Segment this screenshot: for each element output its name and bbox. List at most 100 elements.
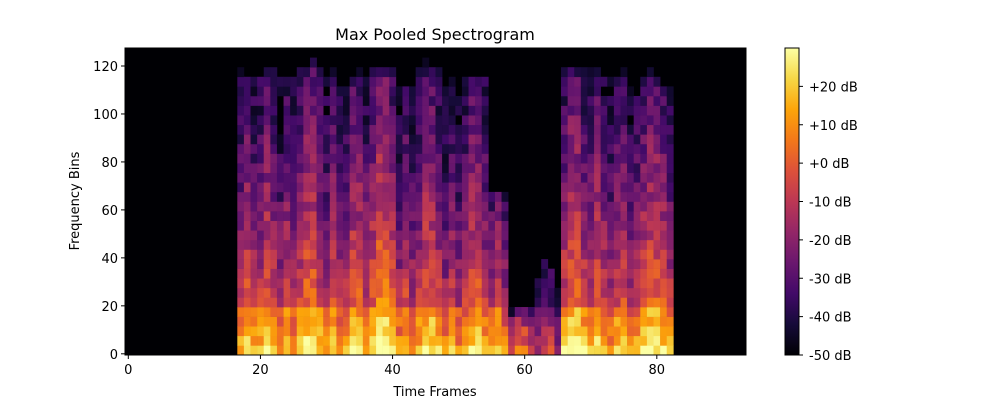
heatmap-cell (607, 335, 615, 346)
heatmap-cell (494, 259, 502, 269)
heatmap-cell (409, 268, 416, 279)
heatmap-cell (660, 191, 668, 202)
heatmap-cell (290, 153, 298, 164)
heatmap-cell (243, 230, 251, 241)
heatmap-cell (561, 220, 568, 231)
heatmap-cell (290, 124, 298, 135)
heatmap-cell (666, 239, 674, 250)
heatmap-cell (329, 124, 337, 135)
heatmap-cell (369, 124, 377, 135)
heatmap-cell (541, 278, 549, 289)
heatmap-cell (382, 143, 390, 154)
heatmap-cell (237, 67, 245, 78)
heatmap-cell (428, 143, 436, 154)
heatmap-cell (382, 249, 390, 260)
heatmap-cell (488, 220, 496, 231)
heatmap-cell (455, 95, 463, 106)
heatmap-cell (660, 287, 668, 298)
heatmap-cell (356, 76, 364, 87)
heatmap-cell (613, 124, 621, 135)
heatmap-cell (580, 220, 588, 231)
heatmap-cell (316, 182, 324, 193)
heatmap-cell (501, 220, 509, 231)
colorbar-ticks: -50 dB-40 dB-30 dB-20 dB-10 dB+0 dB+10 d… (799, 80, 858, 364)
heatmap-cell (587, 249, 595, 260)
heatmap-cell (343, 259, 350, 269)
heatmap-cell (468, 172, 476, 183)
heatmap-cell (468, 345, 476, 355)
heatmap-cell (336, 297, 344, 308)
heatmap-cell (243, 182, 251, 193)
heatmap-cell (633, 172, 641, 183)
heatmap-cell (402, 211, 410, 221)
heatmap-cell (303, 134, 311, 145)
heatmap-cell (356, 143, 364, 154)
heatmap-cell (613, 86, 621, 97)
heatmap-cell (402, 345, 410, 355)
heatmap-cell (309, 249, 317, 260)
heatmap-cell (481, 201, 489, 212)
heatmap-cell (323, 259, 331, 269)
heatmap-cell (660, 268, 668, 279)
heatmap-cell (237, 230, 245, 241)
heatmap-cell (567, 191, 575, 202)
heatmap-cell (290, 316, 298, 327)
heatmap-cell (561, 134, 568, 145)
heatmap-cell (574, 201, 582, 212)
heatmap-cell (356, 67, 364, 78)
heatmap-cell (415, 259, 423, 269)
heatmap-cell (395, 268, 403, 279)
heatmap-cell (402, 249, 410, 260)
heatmap-cell (547, 345, 555, 355)
heatmap-cell (574, 220, 582, 231)
heatmap-cell (296, 307, 304, 317)
heatmap-cell (567, 105, 575, 116)
heatmap-cell (276, 268, 284, 279)
heatmap-cell (276, 259, 284, 269)
heatmap-cell (309, 201, 317, 212)
heatmap-cell (475, 230, 483, 241)
heatmap-cell (369, 335, 377, 346)
heatmap-cell (587, 345, 595, 355)
heatmap-cell (382, 345, 390, 355)
heatmap-cell (541, 268, 549, 279)
heatmap-cell (455, 230, 463, 241)
heatmap-cell (461, 230, 469, 241)
heatmap-cell (594, 182, 601, 193)
heatmap-cell (475, 143, 483, 154)
heatmap-cell (646, 307, 654, 317)
heatmap-cell (646, 86, 654, 97)
heatmap-cell (646, 326, 654, 337)
heatmap-cell (653, 259, 661, 269)
heatmap-cell (237, 115, 245, 126)
heatmap-cell (633, 278, 641, 289)
x-tick-label: 80 (649, 363, 666, 378)
heatmap-cell (296, 115, 304, 126)
heatmap-cell (263, 297, 271, 308)
heatmap-cell (428, 67, 436, 78)
heatmap-cell (402, 124, 410, 135)
heatmap-cell (607, 287, 615, 298)
heatmap-cell (587, 143, 595, 154)
heatmap-cell (402, 134, 410, 145)
heatmap-cell (276, 201, 284, 212)
heatmap-cell (376, 163, 383, 174)
heatmap-cell (257, 239, 265, 250)
heatmap-cell (270, 278, 278, 289)
heatmap-cell (303, 191, 311, 202)
heatmap-cell (395, 249, 403, 260)
heatmap-cell (428, 220, 436, 231)
heatmap-cell (574, 211, 582, 221)
heatmap-cell (442, 268, 450, 279)
heatmap-cell (428, 172, 436, 183)
heatmap-cell (270, 268, 278, 279)
heatmap-cell (376, 67, 383, 78)
heatmap-cell (501, 230, 509, 241)
heatmap-cell (660, 278, 668, 289)
heatmap-cell (243, 172, 251, 183)
heatmap-cell (481, 134, 489, 145)
heatmap-cell (435, 239, 443, 250)
heatmap-cell (270, 211, 278, 221)
heatmap-cell (323, 124, 331, 135)
heatmap-cell (488, 316, 496, 327)
